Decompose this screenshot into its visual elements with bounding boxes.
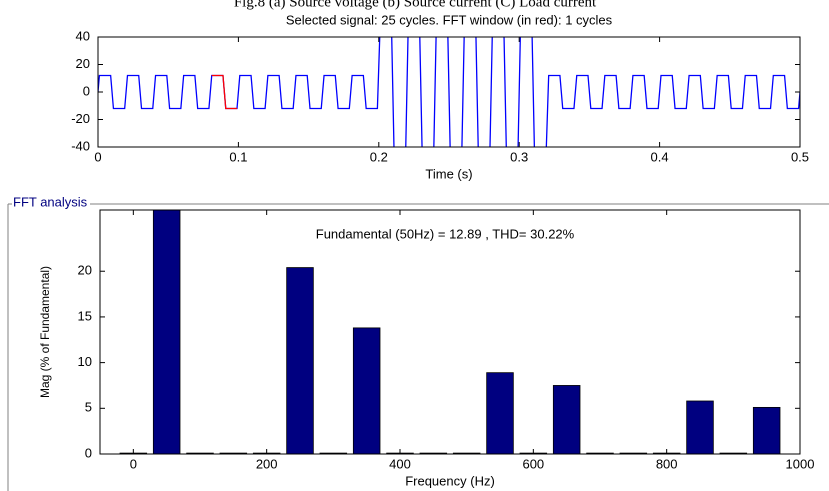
bar <box>686 400 714 454</box>
y-tick-label: -20 <box>71 111 90 126</box>
plot-content <box>98 37 800 147</box>
bar <box>352 327 381 454</box>
x-tick-label: 0.1 <box>229 149 247 164</box>
x-tick-label: 0.5 <box>791 149 809 164</box>
x-tick-label: 1000 <box>786 456 815 471</box>
y-axis-label: Mag (% of Fundamental) <box>38 266 52 398</box>
bar <box>286 267 314 454</box>
y-tick-label: 10 <box>78 354 92 369</box>
bar <box>552 385 581 454</box>
bar <box>752 406 781 454</box>
signal-line <box>98 37 800 147</box>
axes-frame <box>99 209 801 455</box>
panel-title: FFT analysis <box>13 194 88 209</box>
x-tick-label: 0.4 <box>651 149 669 164</box>
y-tick-label: 5 <box>85 400 92 415</box>
y-tick-label: 0 <box>83 83 90 98</box>
y-tick-label: -40 <box>71 138 90 153</box>
x-axis-label: Frequency (Hz) <box>405 473 495 488</box>
bar <box>152 210 181 454</box>
x-tick-label: 0.3 <box>510 149 528 164</box>
y-tick-label: 40 <box>76 28 90 43</box>
y-tick-label: 20 <box>76 56 90 71</box>
chart-title: Selected signal: 25 cycles. FFT window (… <box>286 12 613 27</box>
x-tick-label: 0 <box>130 456 137 471</box>
y-tick-label: 20 <box>78 263 92 278</box>
x-tick-label: 400 <box>389 456 411 471</box>
signal-line <box>211 74 237 110</box>
y-tick-label: 15 <box>78 308 92 323</box>
x-tick-label: 600 <box>522 456 544 471</box>
x-tick-label: 0.2 <box>370 149 388 164</box>
x-tick-label: 0 <box>94 149 101 164</box>
annotation: Fundamental (50Hz) = 12.89 , THD= 30.22% <box>316 226 575 241</box>
x-tick-label: 800 <box>656 456 678 471</box>
plot-area <box>100 210 800 454</box>
bar <box>486 372 514 454</box>
x-tick-label: 200 <box>256 456 278 471</box>
y-tick-label: 0 <box>85 445 92 460</box>
x-axis-label: Time (s) <box>425 166 472 181</box>
figure-caption: Fig.8 (a) Source voltage (b) Source curr… <box>234 0 597 10</box>
